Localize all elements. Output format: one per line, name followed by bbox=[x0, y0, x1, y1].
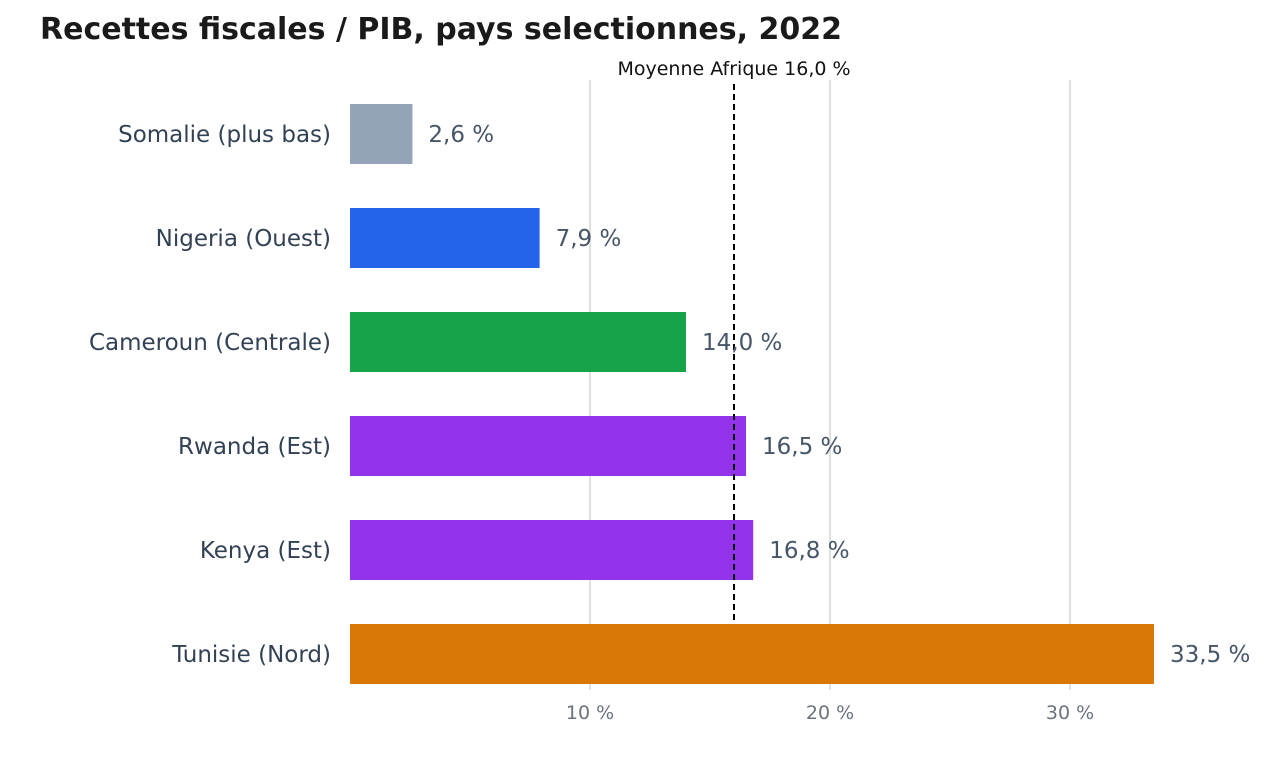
label-layer: 10 % 20 % 30 % Somalie (plus bas) 2,6 % Niger… bbox=[89, 58, 1250, 724]
bar bbox=[350, 416, 746, 476]
bar bbox=[350, 208, 540, 268]
category-label: Kenya (Est) bbox=[200, 538, 331, 564]
value-label: 14,0 % bbox=[702, 330, 782, 356]
chart-title: Recettes fiscales / PIB, pays selectionn… bbox=[40, 12, 842, 47]
bar-layer bbox=[350, 104, 1154, 684]
category-label: Somalie (plus bas) bbox=[118, 122, 331, 148]
value-label: 16,8 % bbox=[769, 538, 849, 564]
value-label: 16,5 % bbox=[762, 434, 842, 460]
category-label: Nigeria (Ouest) bbox=[156, 226, 331, 252]
x-tick-label: 30 % bbox=[1046, 702, 1094, 724]
bar bbox=[350, 624, 1154, 684]
x-tick-label: 10 % bbox=[566, 702, 614, 724]
average-reference-label: Moyenne Afrique 16,0 % bbox=[617, 58, 850, 80]
category-label: Cameroun (Centrale) bbox=[89, 330, 331, 356]
value-label: 33,5 % bbox=[1170, 642, 1250, 668]
value-label: 7,9 % bbox=[556, 226, 622, 252]
category-label: Rwanda (Est) bbox=[178, 434, 331, 460]
x-tick-label: 20 % bbox=[806, 702, 854, 724]
value-label: 2,6 % bbox=[428, 122, 494, 148]
bar bbox=[350, 520, 754, 580]
category-label: Tunisie (Nord) bbox=[171, 642, 331, 668]
bar bbox=[350, 312, 686, 372]
bar bbox=[350, 104, 413, 164]
grid-layer bbox=[589, 80, 1071, 690]
